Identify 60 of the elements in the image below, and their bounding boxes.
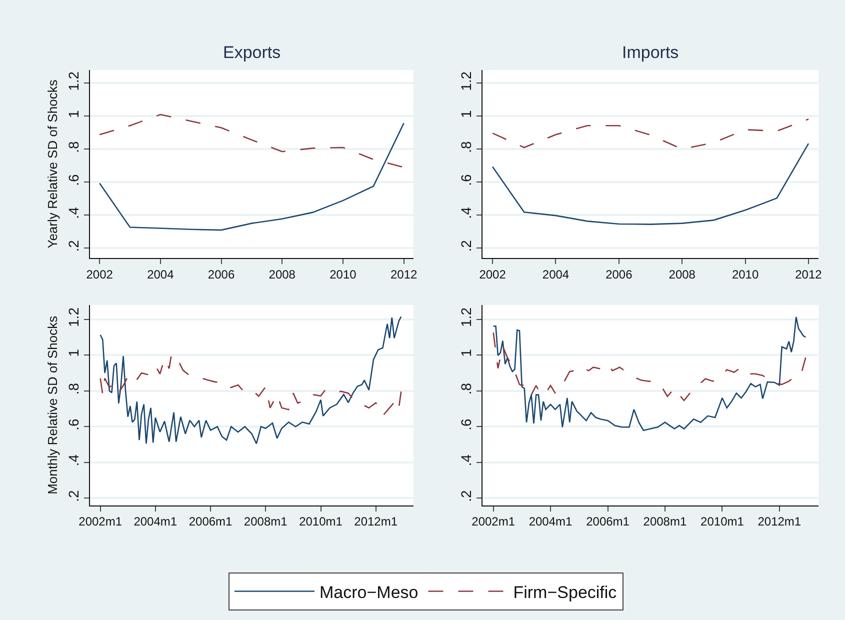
y-tick-label: .6 [65, 418, 82, 430]
x-tick-label: 2004m1 [134, 514, 178, 529]
x-tick-label: 2008 [268, 267, 296, 282]
x-tick-label: 2012 [795, 267, 822, 282]
y-tick-label: .8 [65, 382, 82, 395]
legend-label: Macro−Meso [320, 582, 418, 602]
x-tick-label: 2002m1 [472, 514, 516, 529]
y-tick-label: .4 [458, 206, 474, 219]
y-axis-title: Monthly Relative SD of Shocks [45, 315, 60, 494]
chart-title: Exports [223, 43, 281, 62]
x-tick-label: 2008 [668, 267, 696, 282]
y-tick-label: .4 [65, 206, 82, 219]
y-tick-label: 1.2 [65, 71, 82, 91]
y-tick-label: 1.2 [65, 307, 82, 327]
y-tick-label: .4 [458, 454, 474, 466]
chart-title: Imports [622, 43, 679, 62]
y-tick-label: .2 [458, 490, 474, 502]
x-tick-label: 2010 [732, 267, 759, 282]
x-tick-label: 2012m1 [758, 514, 802, 529]
y-tick-label: .6 [458, 418, 474, 430]
x-tick-label: 2002m1 [78, 514, 122, 529]
y-tick-label: 1 [458, 110, 474, 118]
x-tick-label: 2006 [606, 267, 633, 282]
line-series [100, 316, 402, 444]
x-tick-label: 2012 [390, 267, 418, 282]
line-series [100, 354, 402, 417]
x-tick-label: 2008m1 [244, 514, 288, 529]
y-tick-label: 1.2 [458, 71, 474, 91]
y-tick-label: 1 [65, 110, 82, 118]
y-tick-label: 1 [458, 348, 474, 357]
x-tick-label: 2010m1 [299, 514, 343, 529]
y-axis-title: Yearly Relative SD of Shocks [45, 79, 60, 248]
y-tick-label: .2 [65, 240, 82, 252]
x-tick-label: 2012m1 [354, 514, 398, 529]
x-tick-label: 2006m1 [586, 514, 630, 529]
x-tick-label: 2006 [208, 267, 235, 282]
y-tick-label: .2 [458, 240, 474, 252]
y-tick-label: 1.2 [458, 307, 474, 327]
legend-label: Firm−Specific [513, 582, 618, 602]
x-tick-label: 2006m1 [188, 514, 233, 529]
x-tick-label: 2004 [542, 267, 570, 282]
y-tick-label: 1 [65, 348, 82, 357]
y-tick-label: .8 [65, 141, 82, 153]
y-tick-label: .6 [65, 174, 82, 186]
line-series [98, 122, 404, 231]
x-tick-label: 2010m1 [700, 514, 744, 529]
y-tick-label: .8 [458, 141, 474, 153]
line-series [492, 332, 806, 402]
line-series [492, 316, 806, 432]
y-tick-label: .6 [458, 174, 474, 186]
y-tick-label: .2 [65, 490, 82, 502]
x-tick-label: 2004 [147, 267, 174, 282]
line-series [492, 142, 810, 225]
x-tick-label: 2002 [479, 267, 506, 282]
x-tick-label: 2002 [86, 267, 114, 282]
x-tick-label: 2008m1 [643, 514, 687, 529]
y-tick-label: .4 [65, 454, 82, 466]
x-tick-label: 2010 [330, 267, 357, 282]
y-tick-label: .8 [458, 382, 474, 395]
x-tick-label: 2004m1 [528, 514, 573, 529]
